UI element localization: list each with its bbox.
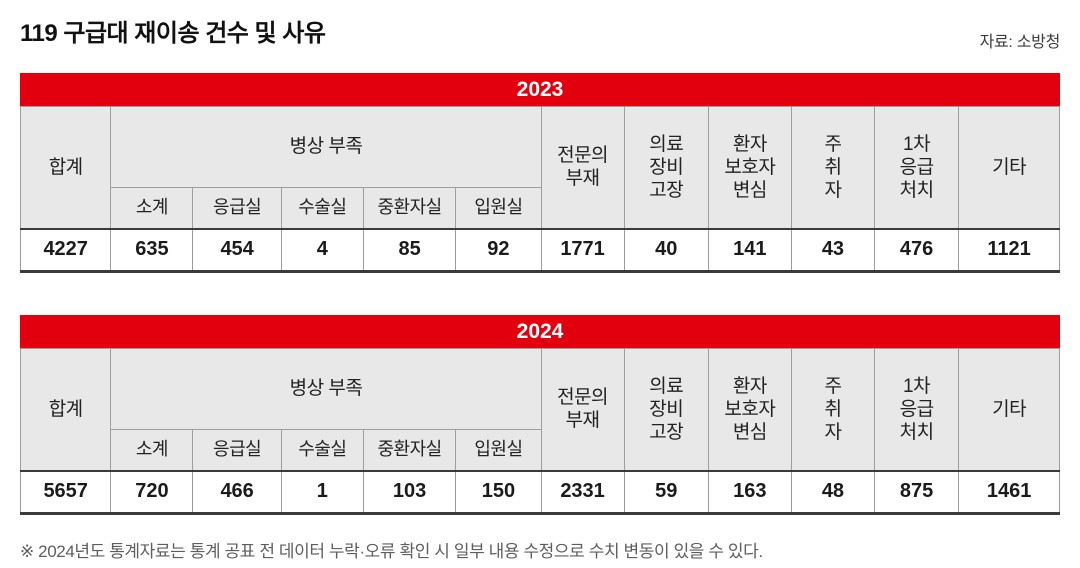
header-equipment-failure: 의료 장비 고장 bbox=[623, 347, 709, 472]
header-guardian-change: 환자 보호자 변심 bbox=[707, 105, 792, 230]
value-bed-subtotal: 635 bbox=[110, 228, 194, 272]
value-intoxicated: 43 bbox=[790, 228, 876, 272]
stats-table-2024: 합계 병상 부족 전문의 부재 의료 장비 고장 환자 보호자 변심 주 취 자… bbox=[19, 347, 1060, 515]
value-bed-or: 1 bbox=[280, 470, 364, 514]
value-first-aid: 476 bbox=[873, 228, 960, 272]
header-total: 합계 bbox=[19, 347, 112, 472]
value-etc: 1461 bbox=[958, 470, 1060, 514]
header-equipment-failure: 의료 장비 고장 bbox=[623, 105, 709, 230]
value-specialist: 2331 bbox=[540, 470, 625, 514]
subheader-ward: 입원실 bbox=[455, 428, 542, 472]
subheader-icu: 중환자실 bbox=[362, 186, 457, 230]
stats-table-2023: 합계 병상 부족 전문의 부재 의료 장비 고장 환자 보호자 변심 주 취 자… bbox=[19, 105, 1060, 273]
value-equipment: 40 bbox=[623, 228, 709, 272]
header-etc: 기타 bbox=[958, 347, 1060, 472]
table-block-2023: 2023 합계 병상 부족 전문의 부재 의료 장비 고장 환자 보호자 변심 … bbox=[19, 72, 1060, 273]
header-specialist-absent: 전문의 부재 bbox=[540, 105, 625, 230]
value-bed-ward: 92 bbox=[455, 228, 542, 272]
value-specialist: 1771 bbox=[540, 228, 625, 272]
value-intoxicated: 48 bbox=[790, 470, 876, 514]
subheader-ward: 입원실 bbox=[455, 186, 542, 230]
data-row-2023: 4227 635 454 4 85 92 1771 40 141 43 476 … bbox=[19, 228, 1060, 272]
header-bed-shortage-group: 병상 부족 bbox=[110, 105, 542, 188]
subheader-er: 응급실 bbox=[192, 186, 282, 230]
footnote: ※ 2024년도 통계자료는 통계 공표 전 데이터 누락·오류 확인 시 일부… bbox=[20, 541, 763, 561]
value-bed-er: 454 bbox=[192, 228, 282, 272]
value-bed-subtotal: 720 bbox=[110, 470, 194, 514]
value-bed-er: 466 bbox=[192, 470, 282, 514]
title-row: 119 구급대 재이송 건수 및 사유 자료: 소방청 bbox=[20, 20, 1061, 51]
header-bed-shortage-group: 병상 부족 bbox=[110, 347, 542, 430]
year-band-2024: 2024 bbox=[20, 314, 1060, 348]
table-block-2024: 2024 합계 병상 부족 전문의 부재 의료 장비 고장 환자 보호자 변심 … bbox=[19, 314, 1060, 515]
subheader-er: 응급실 bbox=[192, 428, 282, 472]
value-bed-icu: 85 bbox=[362, 228, 457, 272]
header-total: 합계 bbox=[19, 105, 112, 230]
subheader-subtotal: 소계 bbox=[110, 428, 194, 472]
subheader-icu: 중환자실 bbox=[362, 428, 457, 472]
data-row-2024: 5657 720 466 1 103 150 2331 59 163 48 87… bbox=[19, 470, 1060, 514]
value-bed-ward: 150 bbox=[455, 470, 542, 514]
header-intoxicated: 주 취 자 bbox=[790, 347, 876, 472]
header-guardian-change: 환자 보호자 변심 bbox=[707, 347, 792, 472]
subheader-operating-room: 수술실 bbox=[280, 186, 364, 230]
value-equipment: 59 bbox=[623, 470, 709, 514]
header-first-aid: 1차 응급 처치 bbox=[873, 105, 960, 230]
value-bed-icu: 103 bbox=[362, 470, 457, 514]
year-band-2023: 2023 bbox=[20, 72, 1060, 106]
value-guardian: 141 bbox=[707, 228, 792, 272]
data-source-label: 자료: 소방청 bbox=[979, 33, 1061, 51]
header-specialist-absent: 전문의 부재 bbox=[540, 347, 625, 472]
page-title: 119 구급대 재이송 건수 및 사유 bbox=[20, 20, 326, 47]
header-etc: 기타 bbox=[958, 105, 1060, 230]
value-bed-or: 4 bbox=[280, 228, 364, 272]
value-total: 5657 bbox=[19, 470, 112, 514]
header-intoxicated: 주 취 자 bbox=[790, 105, 876, 230]
value-guardian: 163 bbox=[707, 470, 792, 514]
header-first-aid: 1차 응급 처치 bbox=[873, 347, 960, 472]
subheader-operating-room: 수술실 bbox=[280, 428, 364, 472]
value-total: 4227 bbox=[19, 228, 112, 272]
value-etc: 1121 bbox=[958, 228, 1060, 272]
value-first-aid: 875 bbox=[873, 470, 960, 514]
subheader-subtotal: 소계 bbox=[110, 186, 194, 230]
